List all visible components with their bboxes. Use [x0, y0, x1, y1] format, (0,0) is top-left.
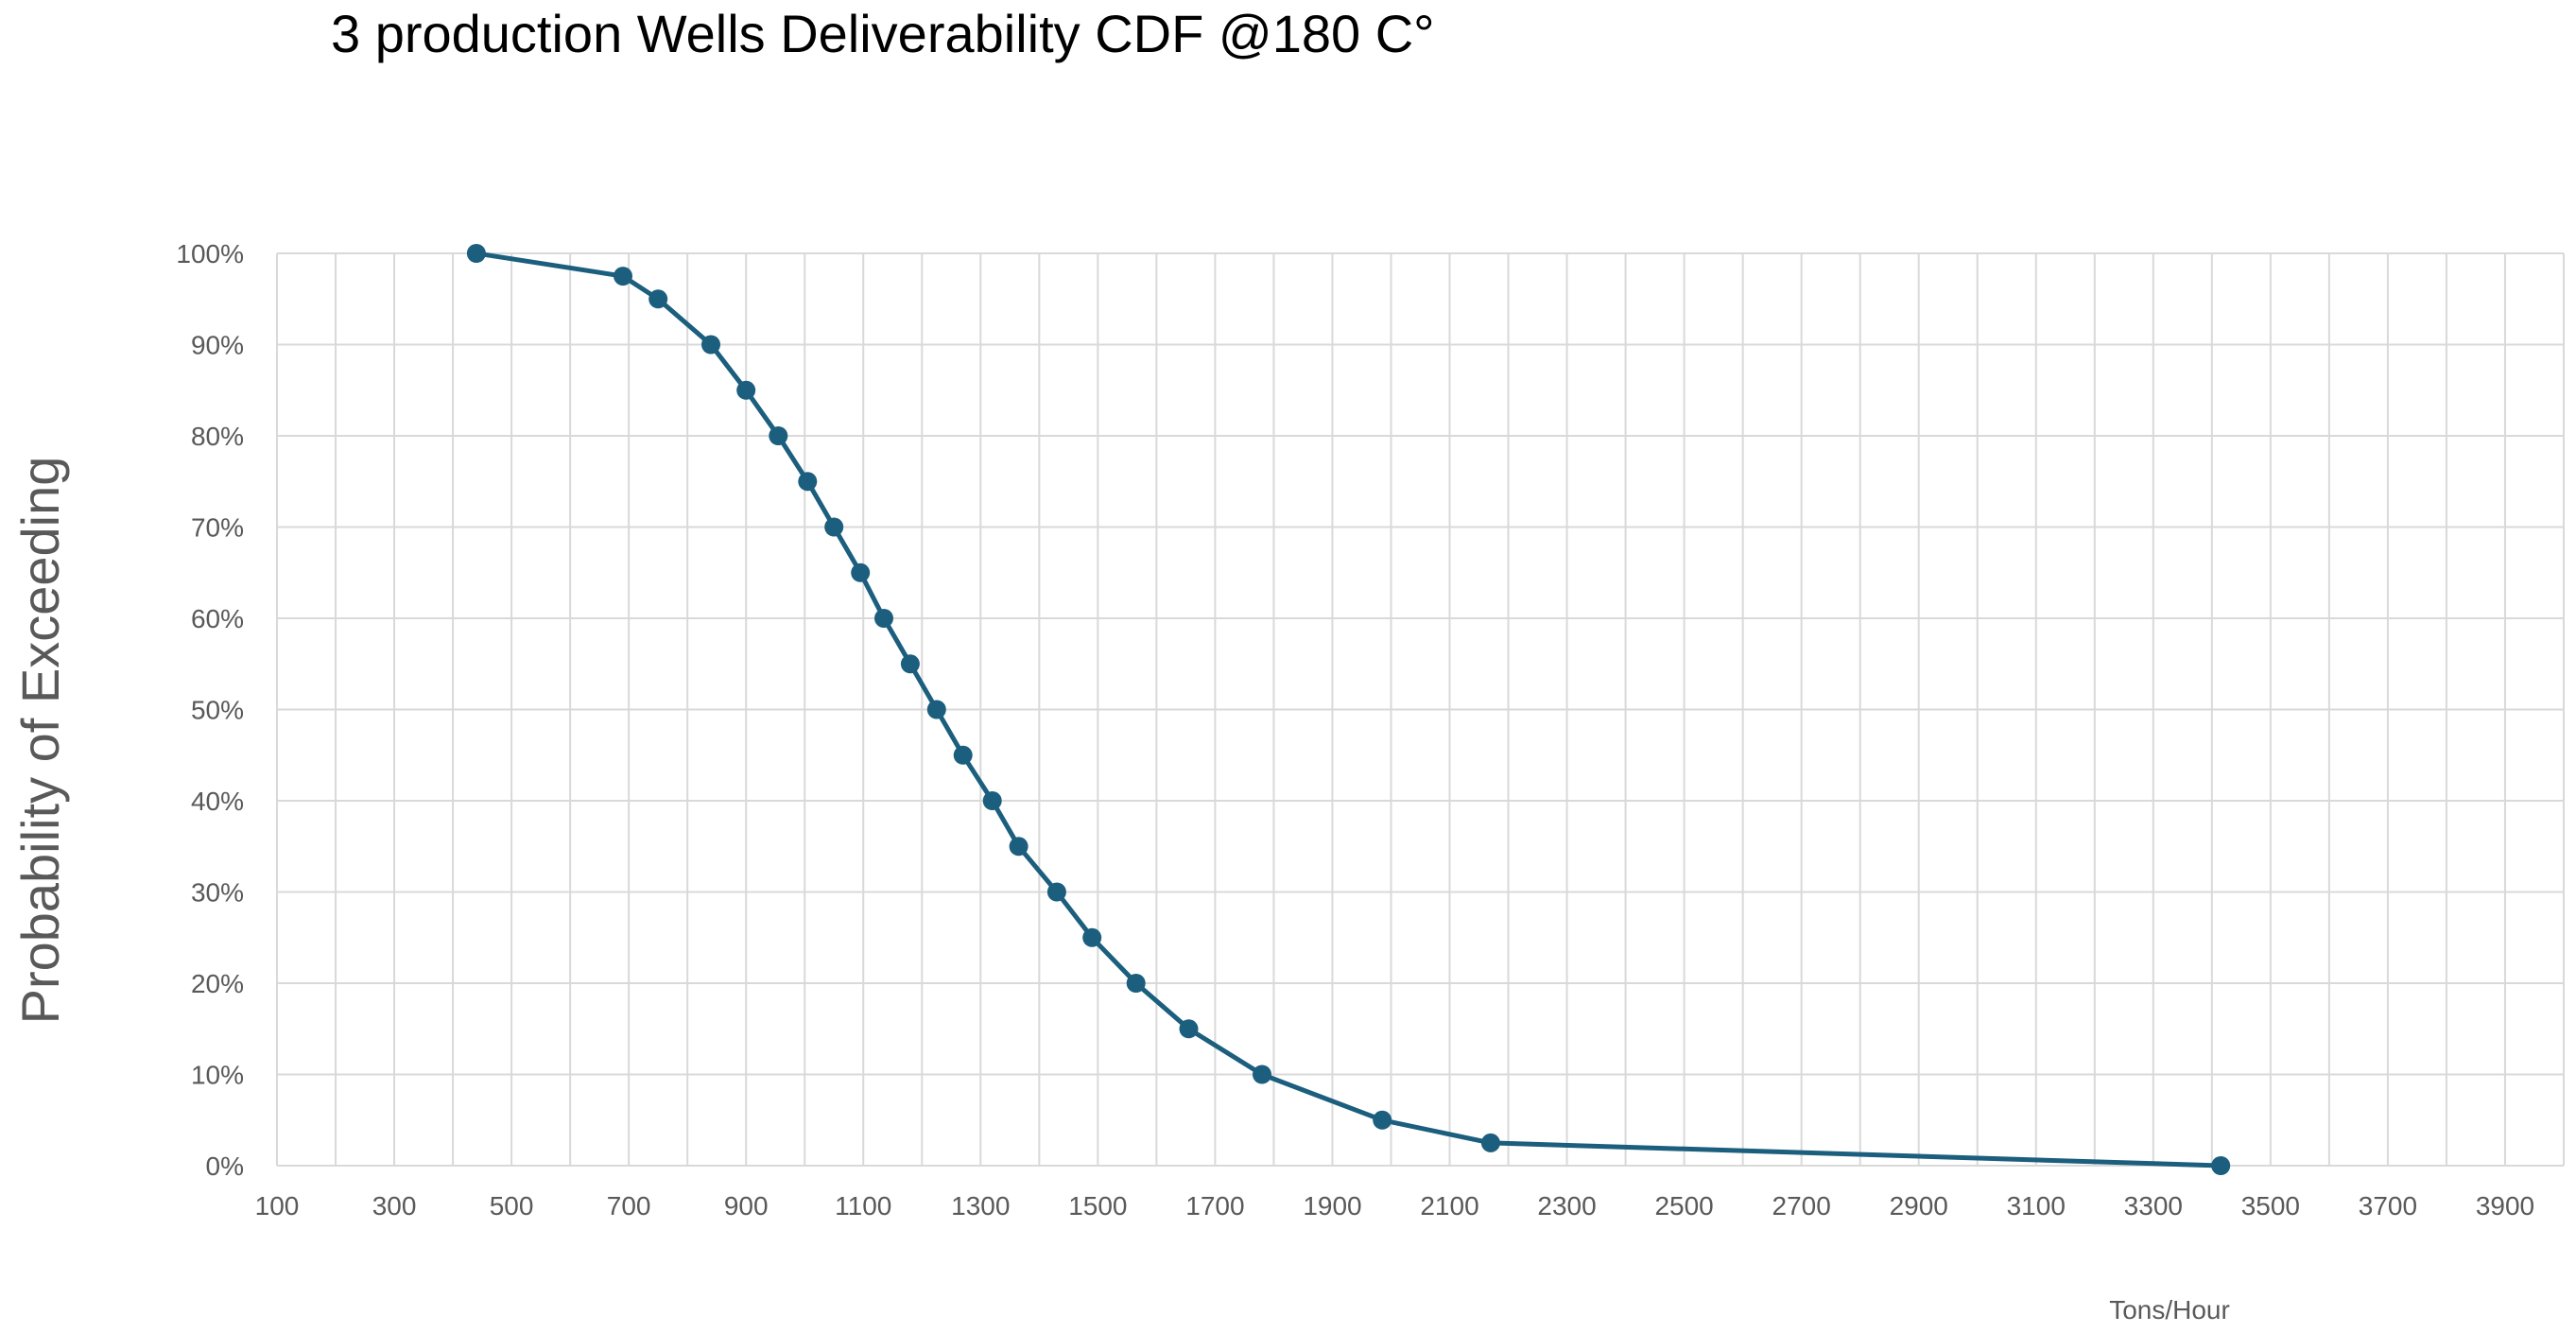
data-point[interactable]	[1009, 837, 1029, 857]
data-point[interactable]	[851, 563, 871, 582]
y-tick-label: 100%	[176, 239, 244, 268]
x-tick-label: 1700	[1185, 1191, 1244, 1220]
data-point[interactable]	[1373, 1110, 1392, 1130]
y-tick-label: 70%	[191, 513, 244, 543]
y-tick-label: 20%	[191, 969, 244, 998]
x-tick-label: 2500	[1654, 1191, 1713, 1220]
x-tick-label: 3900	[2476, 1191, 2534, 1220]
x-tick-label: 1500	[1068, 1191, 1127, 1220]
gridlines	[276, 252, 2565, 1167]
x-tick-label: 2700	[1772, 1191, 1831, 1220]
data-point[interactable]	[1082, 927, 1102, 947]
x-tick-label: 3100	[2007, 1191, 2066, 1220]
data-point[interactable]	[614, 267, 632, 286]
y-tick-label: 10%	[191, 1061, 244, 1090]
data-point[interactable]	[824, 517, 844, 537]
y-tick-label: 40%	[191, 787, 244, 816]
chart-title: 3 production Wells Deliverability CDF @1…	[331, 4, 1435, 63]
data-point[interactable]	[1179, 1019, 1199, 1039]
y-tick-label: 60%	[191, 604, 244, 633]
data-point[interactable]	[736, 380, 756, 400]
y-axis-label: Probability of Exceeding	[10, 457, 70, 1025]
data-point[interactable]	[953, 745, 973, 765]
data-point[interactable]	[1046, 882, 1066, 902]
y-tick-label: 0%	[206, 1151, 244, 1181]
x-tick-label: 3500	[2241, 1191, 2300, 1220]
data-point[interactable]	[926, 700, 946, 719]
x-tick-label: 1300	[951, 1191, 1010, 1220]
y-tick-label: 30%	[191, 878, 244, 908]
y-tick-label: 80%	[191, 422, 244, 451]
data-point[interactable]	[1253, 1065, 1271, 1084]
x-axis-label: Tons/Hour	[2109, 1295, 2230, 1324]
x-tick-label: 3300	[2124, 1191, 2183, 1220]
data-point[interactable]	[648, 289, 668, 309]
data-point[interactable]	[769, 426, 788, 445]
data-point[interactable]	[466, 244, 486, 263]
data-point[interactable]	[874, 609, 893, 628]
x-tick-label: 3700	[2359, 1191, 2417, 1220]
data-point[interactable]	[982, 791, 1002, 810]
series-layer	[466, 244, 2231, 1175]
x-tick-label: 700	[607, 1191, 651, 1220]
data-point[interactable]	[701, 335, 720, 355]
x-tick-label: 1900	[1303, 1191, 1361, 1220]
data-point[interactable]	[798, 472, 818, 492]
x-tick-label: 2900	[1890, 1191, 1948, 1220]
y-tick-label: 50%	[191, 696, 244, 725]
tick-labels: 0% 10% 20% 30% 40% 50% 60% 70% 80% 90% 100% 100 300 5…	[176, 239, 2534, 1220]
y-tick-label: 90%	[191, 331, 244, 360]
x-tick-label: 900	[724, 1191, 769, 1220]
data-point[interactable]	[1480, 1133, 1500, 1152]
data-point[interactable]	[900, 654, 920, 674]
data-point[interactable]	[2211, 1156, 2231, 1175]
x-tick-label: 2300	[1537, 1191, 1596, 1220]
x-tick-label: 500	[490, 1191, 534, 1220]
x-tick-label: 100	[255, 1191, 300, 1220]
x-tick-label: 1100	[835, 1191, 891, 1220]
x-tick-label: 2100	[1420, 1191, 1478, 1220]
data-point[interactable]	[1126, 974, 1146, 993]
x-tick-label: 300	[372, 1191, 417, 1220]
